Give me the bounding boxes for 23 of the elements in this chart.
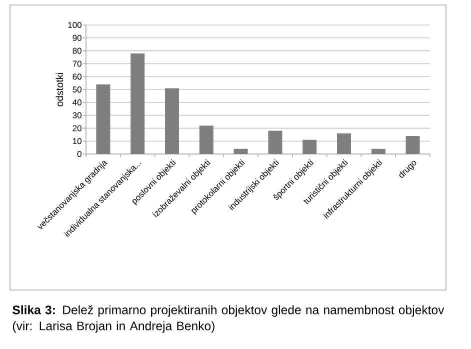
y-tick-label: 30 — [72, 112, 82, 118]
bar — [268, 130, 282, 154]
bar — [234, 148, 248, 154]
y-tick-label: 80 — [72, 48, 82, 54]
y-tick-label: 90 — [72, 34, 82, 41]
y-tick-label: 60 — [72, 74, 82, 80]
y-tick-label: 50 — [72, 86, 82, 93]
y-tick-label: 40 — [72, 99, 82, 106]
bar — [130, 53, 145, 154]
bar — [199, 126, 214, 154]
text: Slika 3: Delež primarno projektiranih objektov glede na namembnost objektov (vir: Larisa Brojan in Andreja Benko) — [12, 305, 444, 333]
bar — [302, 140, 317, 154]
bar — [96, 84, 110, 154]
bar — [336, 133, 351, 154]
y-tick-label: 70 — [72, 60, 82, 67]
y-tick-label: 0 — [77, 151, 82, 158]
bar — [406, 136, 420, 154]
y-tick-label: 100 — [68, 22, 82, 28]
bar — [371, 148, 386, 154]
bar — [165, 88, 179, 154]
y-tick-label: 20 — [72, 125, 82, 132]
y-axis-title: odstotki — [56, 72, 64, 106]
y-tick-label: 10 — [72, 138, 82, 144]
